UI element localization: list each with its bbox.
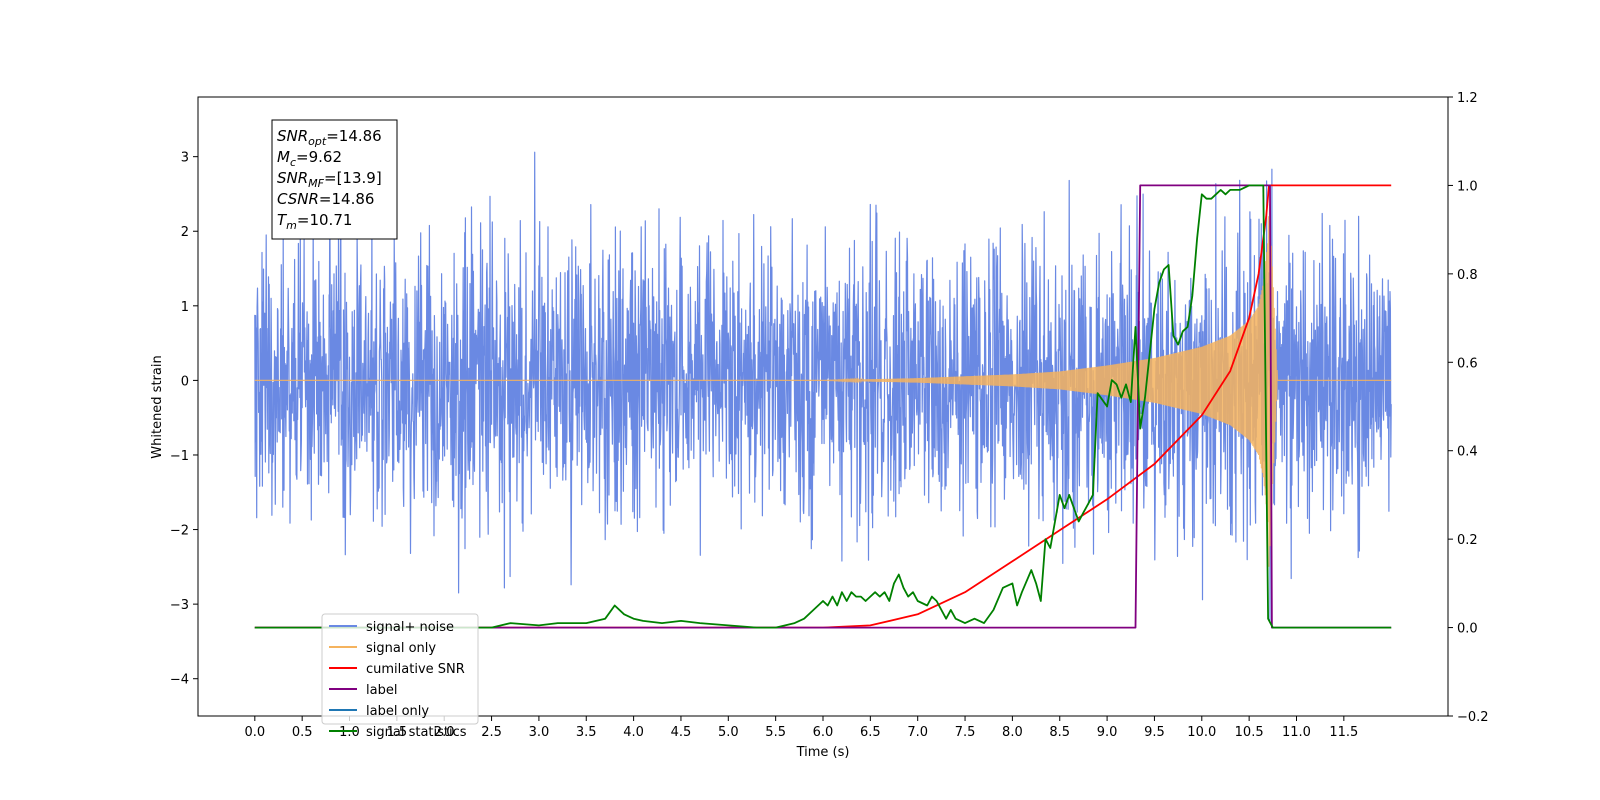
- y-right-tick-label: −0.2: [1457, 710, 1489, 725]
- x-tick-label: 9.0: [1097, 725, 1118, 740]
- legend-label: signal statistics: [366, 725, 467, 740]
- legend-label: signal+ noise: [366, 620, 454, 635]
- y-axis-right: −0.2 0.0 0.2 0.4 0.6 0.8 1.0 1.2: [1448, 91, 1489, 725]
- info-box-frame: [271, 119, 398, 240]
- y-right-tick-label: 0.6: [1457, 356, 1478, 371]
- x-tick-label: 6.0: [813, 725, 834, 740]
- x-axis: 0.0 0.5 1.0 1.5 2.0 2.5 3.0 3.5 4.0 4.5 5.0 5.5 6.0 6…: [244, 716, 1358, 740]
- x-tick-label: 7.5: [955, 725, 976, 740]
- x-tick-label: 9.5: [1144, 725, 1165, 740]
- y-right-tick-label: 0.2: [1457, 533, 1478, 548]
- x-tick-label: 3.5: [576, 725, 597, 740]
- legend-label: label only: [366, 704, 429, 719]
- x-tick-label: 5.0: [718, 725, 739, 740]
- x-tick-label: 2.0: [434, 725, 455, 740]
- plot-area: [254, 151, 1392, 629]
- y-tick-label: 3: [181, 151, 189, 166]
- info-box: SNRopt=14.86Mc=9.62SNRMF=[13.9]CSNR=14.8…: [271, 119, 398, 240]
- legend-label: signal only: [366, 641, 436, 656]
- y-tick-label: −1: [170, 449, 189, 464]
- y-axis-left: −4 −3 −2 −1 0 1 2 3: [170, 151, 198, 688]
- x-axis-label: Time (s): [796, 745, 850, 760]
- y-tick-label: 2: [181, 225, 189, 240]
- y-tick-label: 0: [181, 374, 189, 389]
- info-box-line: SNRopt=14.86: [277, 127, 382, 148]
- x-tick-label: 2.5: [481, 725, 502, 740]
- y-right-tick-label: 0.8: [1457, 268, 1478, 283]
- series-cumulative-snr: [254, 184, 1392, 629]
- x-tick-label: 0.5: [292, 725, 313, 740]
- legend: signal+ noise signal only cumilative SNR la…: [321, 613, 479, 740]
- info-box-line: CSNR=14.86: [277, 190, 374, 208]
- legend-label: cumilative SNR: [366, 662, 465, 677]
- series-signal-statistics: [254, 184, 1392, 629]
- y-tick-label: 1: [181, 300, 189, 315]
- y-right-tick-label: 1.0: [1457, 179, 1478, 194]
- x-tick-label: 8.5: [1049, 725, 1070, 740]
- y-axis-label: Whitened strain: [150, 355, 165, 458]
- x-tick-label: 4.0: [623, 725, 644, 740]
- legend-frame: [321, 613, 479, 725]
- x-tick-label: 4.5: [671, 725, 692, 740]
- x-tick-label: 0.0: [244, 725, 265, 740]
- legend-label: label: [366, 683, 397, 698]
- x-tick-label: 10.0: [1187, 725, 1216, 740]
- info-box-line: Tm=10.71: [277, 211, 352, 232]
- x-tick-label: 8.0: [1002, 725, 1023, 740]
- x-tick-label: 10.5: [1235, 725, 1264, 740]
- x-tick-label: 3.0: [529, 725, 550, 740]
- x-tick-label: 6.5: [860, 725, 881, 740]
- info-box-line: SNRMF=[13.9]: [277, 169, 382, 190]
- x-tick-label: 5.5: [765, 725, 786, 740]
- y-tick-label: −2: [170, 524, 189, 539]
- y-right-tick-label: 0.0: [1457, 622, 1478, 637]
- y-right-tick-label: 1.2: [1457, 91, 1478, 106]
- y-tick-label: −4: [170, 673, 189, 688]
- x-tick-label: 1.0: [339, 725, 360, 740]
- info-box-line: Mc=9.62: [277, 148, 342, 169]
- series-signal-noise: [254, 151, 1392, 622]
- x-tick-label: 1.5: [387, 725, 408, 740]
- y-tick-label: −3: [170, 598, 189, 613]
- x-tick-label: 11.0: [1282, 725, 1311, 740]
- y-right-tick-label: 0.4: [1457, 445, 1478, 460]
- x-tick-label: 7.0: [907, 725, 928, 740]
- x-tick-label: 11.5: [1329, 725, 1358, 740]
